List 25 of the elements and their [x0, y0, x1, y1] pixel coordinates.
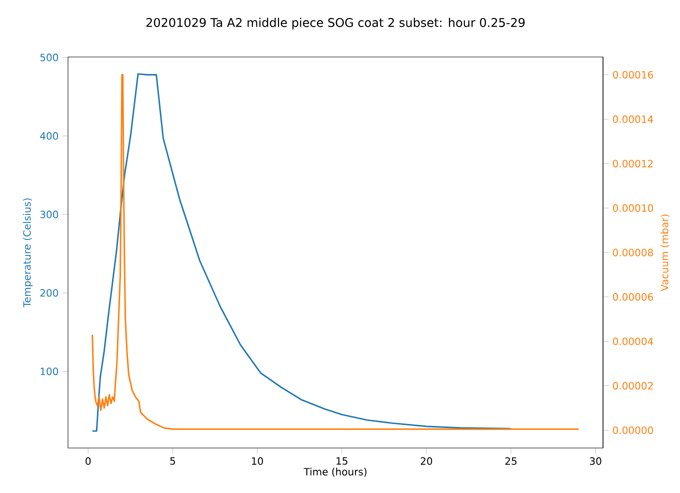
y2-axis-title: Vacuum (mbar): [660, 214, 670, 292]
x-axis-title: Time (hours): [304, 468, 366, 477]
y2-tick-label: 0.00002: [612, 382, 653, 390]
y2-tick-label: 0.00000: [612, 426, 653, 434]
y-tick-label: 500: [40, 54, 58, 62]
y-tick-label: 200: [40, 289, 58, 297]
y2-tick-label: 0.00014: [612, 115, 654, 123]
x-tick-label: 10: [252, 457, 263, 465]
chart-title: 20201029 Ta A2 middle piece SOG coat 2 subset: hour 0.25-29: [146, 18, 525, 30]
y2-tick-label: 0.00012: [612, 160, 653, 168]
y-axis-title: Temperature (Celsius): [23, 198, 33, 308]
y-tick-label: 100: [40, 368, 58, 376]
x-tick-label: 0: [86, 457, 91, 465]
x-tick-label: 30: [590, 457, 602, 465]
x-tick-label: 5: [170, 457, 176, 465]
y2-tick-label: 0.00006: [612, 293, 654, 301]
y2-tick-label: 0.00010: [612, 204, 653, 212]
y2-tick-label: 0.00016: [612, 70, 654, 79]
y2-tick-label: 0.00004: [612, 338, 654, 346]
y-tick-label: 300: [40, 210, 58, 218]
x-tick-label: 20: [420, 457, 432, 465]
x-tick-label: 25: [505, 457, 516, 465]
y2-tick-label: 0.00008: [612, 248, 653, 256]
y-tick-label: 400: [40, 132, 58, 140]
x-tick-label: 15: [336, 457, 348, 465]
